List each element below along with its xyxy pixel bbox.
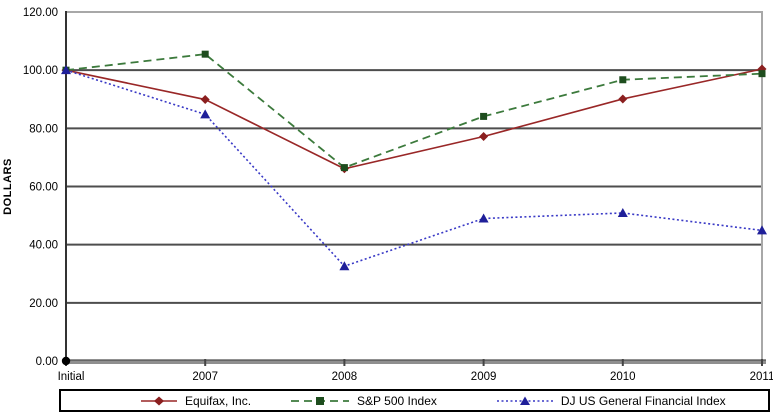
x-axis-tick-label: 2007 (192, 371, 218, 383)
dj-us-general-financial-marker (339, 261, 350, 271)
legend-label-equifax: Equifax, Inc. (185, 393, 252, 408)
legend-entry-equifax: Equifax, Inc. (141, 394, 251, 408)
y-axis-tick-label: 100.00 (23, 65, 58, 77)
x-axis-tick-label: 2009 (471, 371, 497, 383)
sp500-marker (619, 76, 627, 84)
y-axis-tick-label: 40.00 (29, 240, 58, 252)
sp500-marker (758, 70, 766, 78)
y-axis-tick-label: 60.00 (29, 182, 58, 194)
dj-us-general-financial-marker (61, 65, 71, 75)
y-axis-tick-label: 0.00 (36, 356, 58, 368)
dj-us-general-financial-marker (757, 225, 767, 235)
legend-entry-dj-us-general-financial: DJ US General Financial Index (496, 393, 726, 408)
sp500-marker (480, 112, 488, 120)
equifax-line (65, 68, 763, 170)
y-axis-tick-label: 20.00 (29, 298, 58, 310)
dj-us-general-financial-marker (200, 109, 211, 119)
legend-label-sp500: S&P 500 Index (357, 393, 437, 408)
dj-us-general-financial-line-swatch-icon (496, 396, 553, 405)
equifax-line-swatch-icon (141, 396, 177, 405)
x-axis-tick-label: 2008 (332, 371, 358, 383)
legend: Equifax, Inc. S&P 500 Index DJ US Genera… (59, 389, 770, 412)
dj-us-general-financial-marker (478, 213, 489, 223)
x-axis-tick-label: 2010 (610, 371, 636, 383)
y-axis-tick-label: 120.00 (23, 7, 58, 19)
equifax-marker (618, 94, 628, 104)
x-axis-tick-label: 2011 (750, 371, 773, 383)
legend-label-dj-us-general-financial: DJ US General Financial Index (560, 393, 726, 408)
equifax-marker (479, 131, 489, 141)
sp500-line (65, 53, 763, 169)
x-axis-tick-label: Initial (58, 371, 85, 383)
equifax-marker (200, 95, 210, 105)
dj-us-general-financial-line (65, 69, 763, 268)
dj-us-general-financial-marker (617, 207, 628, 217)
legend-entry-sp500: S&P 500 Index (291, 394, 437, 408)
y-axis-tick-label: 80.00 (29, 123, 58, 135)
x-axis-line (64, 360, 766, 364)
sp500-marker (201, 50, 209, 58)
sp500-marker (340, 164, 348, 172)
sp500-line-swatch-icon (291, 396, 350, 405)
origin-point-marker (61, 356, 71, 366)
